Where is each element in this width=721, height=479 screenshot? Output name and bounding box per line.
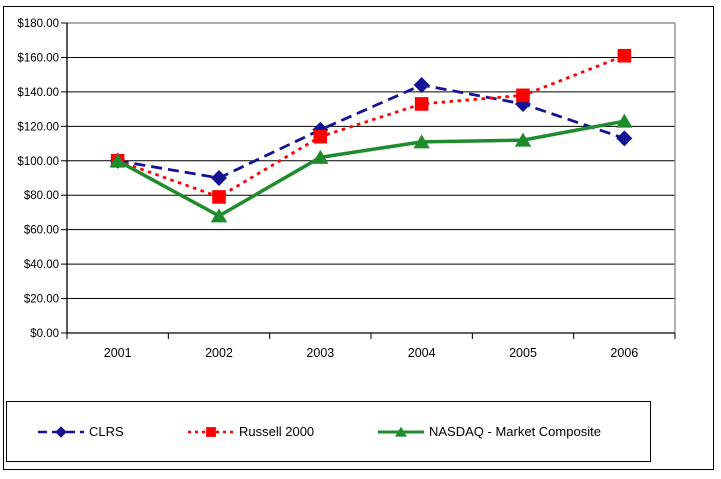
svg-text:$60.00: $60.00: [24, 225, 59, 237]
svg-text:$180.00: $180.00: [17, 18, 59, 30]
svg-text:2004: 2004: [408, 346, 436, 360]
svg-text:2002: 2002: [205, 346, 233, 360]
svg-text:2001: 2001: [104, 346, 132, 360]
svg-text:2003: 2003: [306, 346, 334, 360]
svg-text:$80.00: $80.00: [24, 190, 59, 202]
svg-text:$120.00: $120.00: [17, 121, 59, 133]
dashed-line-diamond-icon: [37, 424, 85, 440]
legend-item-clrs: CLRS: [37, 402, 124, 461]
dotted-line-square-icon: [187, 424, 235, 440]
legend-label-nasdaq: NASDAQ - Market Composite: [429, 424, 601, 439]
svg-text:$0.00: $0.00: [30, 328, 59, 340]
svg-text:$100.00: $100.00: [17, 156, 59, 168]
solid-line-triangle-icon: [377, 424, 425, 440]
svg-text:$20.00: $20.00: [24, 294, 59, 306]
svg-text:2005: 2005: [509, 346, 537, 360]
legend-label-russell-2000: Russell 2000: [239, 424, 315, 439]
chart-legend: CLRS Russell 2000 NASDAQ - Market Compos…: [6, 401, 651, 462]
chart-frame: [3, 6, 714, 470]
svg-text:2006: 2006: [610, 346, 638, 360]
legend-item-nasdaq: NASDAQ - Market Composite: [377, 402, 601, 461]
legend-item-russell-2000: Russell 2000: [187, 402, 314, 461]
legend-label-clrs: CLRS: [89, 424, 124, 439]
svg-text:$40.00: $40.00: [24, 259, 59, 271]
svg-text:$140.00: $140.00: [17, 87, 59, 99]
svg-text:$160.00: $160.00: [17, 52, 59, 64]
